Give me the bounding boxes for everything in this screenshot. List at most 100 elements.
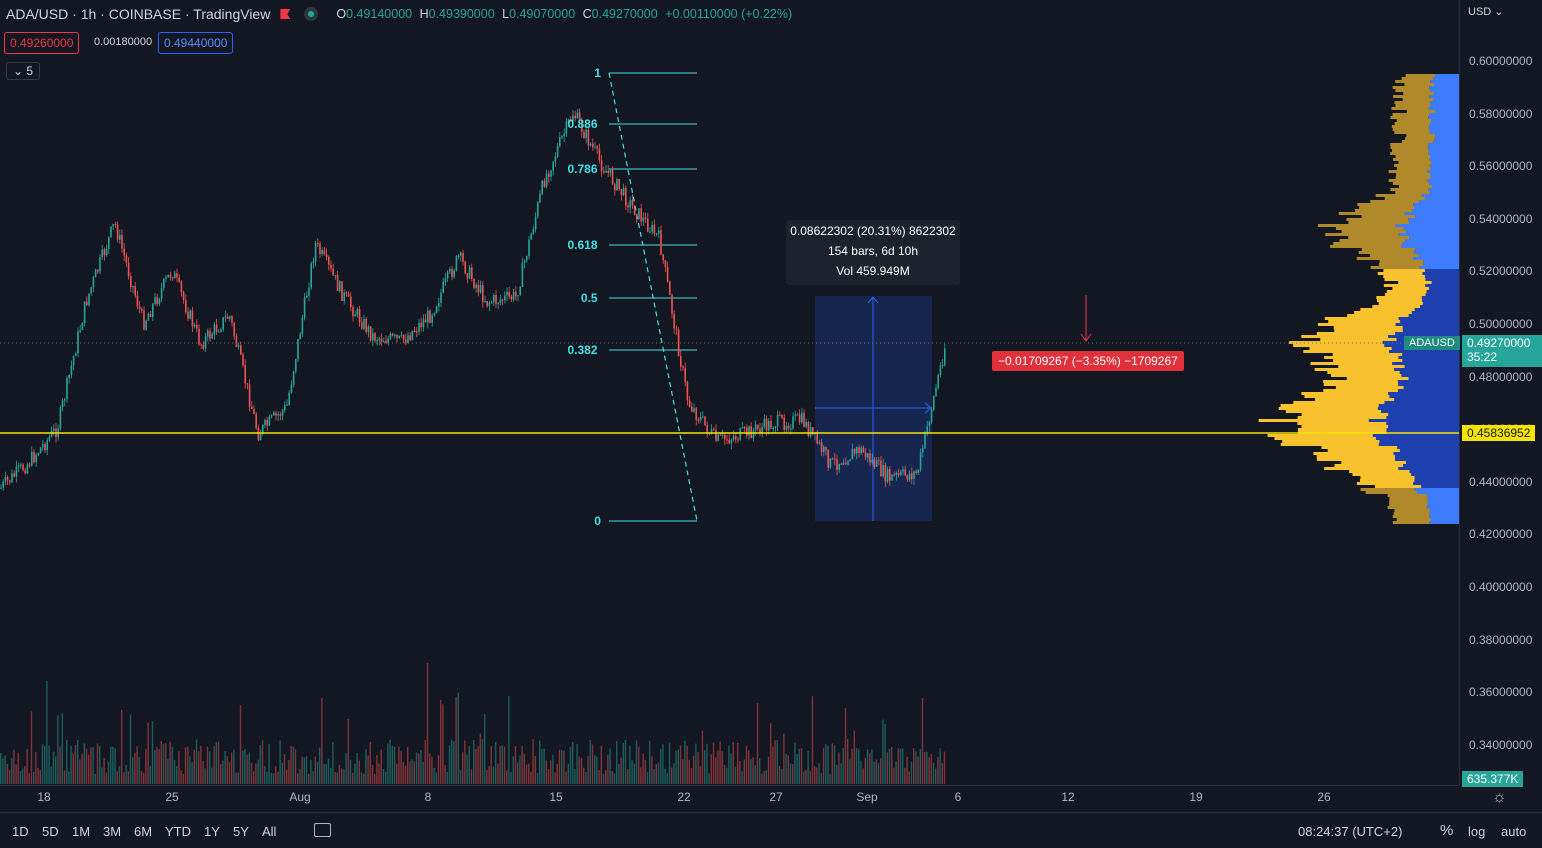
- volume-bar: [8, 769, 11, 784]
- volume-bar: [921, 698, 924, 784]
- time-tick-label: 27: [769, 790, 783, 804]
- timeframe-1y-button[interactable]: 1Y: [204, 824, 220, 839]
- candle-body: [114, 223, 117, 225]
- candle-body: [655, 233, 658, 235]
- volume-bar: [906, 756, 908, 784]
- measure-horizontal-arrowhead: [924, 402, 932, 414]
- timeframe-all-button[interactable]: All: [262, 824, 277, 839]
- profile-up-volume: [1398, 383, 1459, 386]
- profile-up-volume: [1408, 314, 1459, 317]
- candle-body: [706, 425, 708, 434]
- volume-bar: [508, 696, 510, 784]
- candle-body: [321, 250, 323, 255]
- profile-down-volume: [1324, 317, 1399, 320]
- profile-down-volume: [1396, 518, 1432, 521]
- price-axis[interactable]: [1459, 0, 1542, 785]
- profile-up-volume: [1411, 473, 1459, 476]
- candle-body: [798, 414, 801, 423]
- profile-up-volume: [1402, 464, 1459, 467]
- candle-body: [42, 444, 44, 448]
- timeframe-6m-button[interactable]: 6M: [134, 824, 153, 839]
- timeframe-5y-button[interactable]: 5Y: [233, 824, 249, 839]
- volume-bar: [74, 744, 77, 784]
- volume-bar: [147, 722, 149, 784]
- profile-up-volume: [1422, 272, 1459, 275]
- candle-body: [823, 447, 825, 453]
- candle-body: [330, 264, 332, 269]
- profile-up-volume: [1395, 332, 1459, 335]
- volume-bar: [739, 761, 741, 784]
- sell-price-button[interactable]: 0.49260000: [4, 32, 80, 54]
- candle-body: [116, 224, 119, 240]
- volume-bar: [745, 745, 748, 784]
- candle-body: [825, 447, 827, 451]
- volume-bar: [195, 739, 198, 784]
- candle-body: [495, 295, 497, 304]
- volume-bar: [616, 740, 618, 784]
- volume-bar: [338, 764, 341, 784]
- candle-body: [827, 450, 829, 468]
- currency-selector[interactable]: USD ⌄: [1468, 6, 1504, 18]
- profile-down-volume: [1309, 347, 1392, 350]
- buy-price-button[interactable]: 0.49440000: [158, 32, 234, 54]
- volume-bar: [822, 748, 825, 784]
- candle-body: [354, 314, 356, 317]
- candle-body: [196, 324, 198, 329]
- profile-up-volume: [1430, 89, 1459, 92]
- symbol-title[interactable]: ADA/USD · 1h · COINBASE · TradingView: [6, 6, 271, 22]
- percent-toggle[interactable]: %: [1440, 822, 1454, 839]
- candle-body: [616, 178, 618, 191]
- log-toggle[interactable]: log: [1468, 824, 1486, 839]
- flag-icon[interactable]: [280, 9, 291, 19]
- candle-body: [532, 229, 535, 234]
- volume-bar: [92, 747, 94, 784]
- volume-bar: [466, 754, 468, 784]
- profile-down-volume: [1356, 257, 1413, 260]
- candle-body: [240, 345, 242, 355]
- volume-bar: [198, 751, 200, 784]
- candle-body: [673, 313, 675, 329]
- clock[interactable]: 08:24:37 (UTC+2): [1298, 824, 1403, 839]
- volume-bar: [530, 771, 532, 784]
- candle-body: [556, 146, 559, 157]
- volume-bar: [112, 746, 114, 784]
- timeframe-5d-button[interactable]: 5D: [42, 824, 59, 839]
- time-axis[interactable]: [0, 785, 1459, 811]
- date-range-icon[interactable]: [314, 823, 331, 837]
- auto-toggle[interactable]: auto: [1501, 824, 1527, 839]
- candle-body: [367, 326, 370, 333]
- candle-body: [429, 310, 431, 323]
- short-position-label[interactable]: −0.01709267 (−3.35%) −1709267: [992, 351, 1184, 371]
- volume-bar: [816, 767, 818, 784]
- price-chart[interactable]: [0, 0, 1459, 785]
- indicators-toggle[interactable]: ⌄ 5: [6, 62, 41, 80]
- profile-down-volume: [1398, 281, 1432, 284]
- timeframe-1d-button[interactable]: 1D: [12, 824, 29, 839]
- volume-bar: [222, 760, 224, 784]
- candle-body: [603, 171, 605, 173]
- profile-up-volume: [1393, 452, 1459, 455]
- volume-bar: [750, 759, 752, 784]
- volume-bar: [820, 773, 822, 784]
- candle-body: [728, 439, 730, 444]
- volume-bar: [869, 753, 871, 784]
- candle-body: [567, 119, 570, 121]
- profile-up-volume: [1429, 86, 1459, 89]
- timeframe-3m-button[interactable]: 3M: [103, 824, 122, 839]
- timeframe-1m-button[interactable]: 1M: [72, 824, 91, 839]
- fibonacci-retracement[interactable]: [608, 72, 698, 522]
- profile-down-volume: [1390, 188, 1429, 191]
- volume-bar: [644, 759, 646, 784]
- timeframe-ytd-button[interactable]: YTD: [165, 824, 191, 839]
- candle-body: [257, 428, 260, 441]
- profile-up-volume: [1415, 215, 1459, 218]
- volume-bar: [37, 767, 39, 784]
- candle-body: [781, 414, 783, 418]
- profile-down-volume: [1392, 521, 1430, 524]
- candle-body: [167, 274, 169, 278]
- profile-up-volume: [1428, 146, 1459, 149]
- settings-icon[interactable]: ☼: [1492, 789, 1507, 806]
- volume-bar: [862, 768, 864, 784]
- volume-bar: [501, 745, 503, 784]
- volume-bar: [48, 745, 50, 784]
